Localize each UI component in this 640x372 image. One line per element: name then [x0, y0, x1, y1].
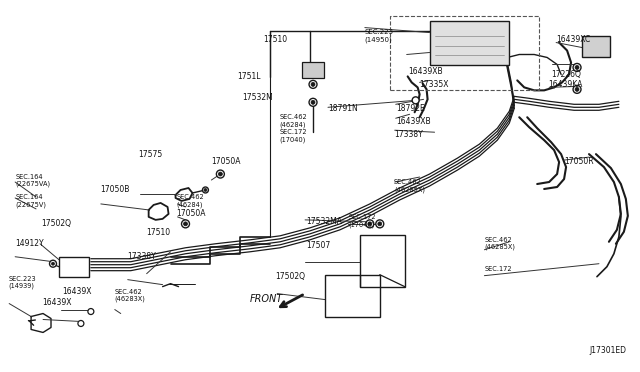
Text: 16439XC: 16439XC	[556, 35, 590, 44]
Circle shape	[376, 220, 384, 228]
Text: SEC.462
(46285X): SEC.462 (46285X)	[484, 237, 515, 250]
Bar	[429, 20, 509, 65]
Circle shape	[368, 222, 372, 226]
Text: 17510: 17510	[263, 35, 287, 44]
Text: 16439KA: 16439KA	[548, 80, 582, 89]
Text: SEC.223
(14939): SEC.223 (14939)	[9, 276, 36, 289]
Text: 17532MA: 17532MA	[306, 217, 342, 226]
Text: 17510: 17510	[147, 228, 171, 237]
Text: 16439X: 16439X	[62, 287, 92, 296]
Circle shape	[311, 100, 315, 104]
Text: SEC.172
(17040): SEC.172 (17040)	[279, 129, 307, 143]
Text: SEC.164
(22675V): SEC.164 (22675V)	[15, 194, 46, 208]
Text: 17050B: 17050B	[100, 185, 129, 194]
Text: SEC.223
(14950): SEC.223 (14950)	[365, 29, 394, 43]
Bar	[302, 62, 324, 78]
Text: 17050A: 17050A	[212, 157, 241, 166]
Circle shape	[182, 220, 189, 228]
Text: 17532M: 17532M	[242, 93, 273, 102]
Text: J17301ED: J17301ED	[589, 346, 626, 355]
Text: SEC.164
(22675VA): SEC.164 (22675VA)	[15, 174, 51, 187]
Text: 14912Y: 14912Y	[15, 239, 44, 248]
Text: 17338Y: 17338Y	[395, 129, 423, 139]
Bar	[360, 235, 404, 286]
Text: FRONT: FRONT	[250, 294, 283, 304]
Text: 18791N: 18791N	[328, 104, 358, 113]
Text: 17338Y: 17338Y	[127, 252, 156, 261]
Text: 17050A: 17050A	[177, 209, 206, 218]
Text: 18792E: 18792E	[396, 104, 424, 113]
Circle shape	[309, 80, 317, 89]
Text: 17575: 17575	[138, 150, 163, 159]
Text: SEC.172: SEC.172	[484, 266, 512, 272]
Circle shape	[184, 222, 188, 226]
Text: 17502Q: 17502Q	[275, 272, 305, 281]
Text: SEC.462
(46284): SEC.462 (46284)	[177, 194, 204, 208]
Circle shape	[218, 172, 222, 176]
Text: SEC.462
(46284): SEC.462 (46284)	[279, 115, 307, 128]
Bar	[582, 36, 610, 58]
Text: 17050R: 17050R	[564, 157, 594, 166]
Circle shape	[51, 262, 54, 265]
Text: SEC.462
(46283X): SEC.462 (46283X)	[115, 289, 145, 302]
Text: 17226Q: 17226Q	[551, 70, 580, 79]
Circle shape	[378, 222, 382, 226]
Circle shape	[204, 189, 207, 192]
Circle shape	[573, 86, 581, 93]
Circle shape	[412, 97, 419, 104]
Text: 17502Q: 17502Q	[41, 219, 71, 228]
Text: 16439XB: 16439XB	[396, 117, 431, 126]
Text: 17335X: 17335X	[419, 80, 449, 89]
Circle shape	[309, 98, 317, 106]
Circle shape	[573, 64, 581, 71]
Text: SEC.462
(46285X): SEC.462 (46285X)	[394, 179, 425, 193]
Bar	[325, 275, 380, 317]
Text: 1751L: 1751L	[237, 72, 260, 81]
Text: 17507: 17507	[306, 241, 330, 250]
Circle shape	[575, 65, 579, 70]
Circle shape	[366, 220, 374, 228]
Circle shape	[575, 87, 579, 92]
Circle shape	[49, 260, 56, 267]
Text: SEC.172
(17040): SEC.172 (17040)	[349, 215, 376, 228]
Text: 16439XB: 16439XB	[408, 67, 443, 76]
Circle shape	[78, 321, 84, 327]
Text: 16439X: 16439X	[43, 298, 72, 307]
Circle shape	[216, 170, 225, 178]
Circle shape	[202, 187, 209, 193]
Bar	[59, 257, 89, 277]
Circle shape	[88, 308, 94, 314]
Circle shape	[311, 82, 315, 86]
